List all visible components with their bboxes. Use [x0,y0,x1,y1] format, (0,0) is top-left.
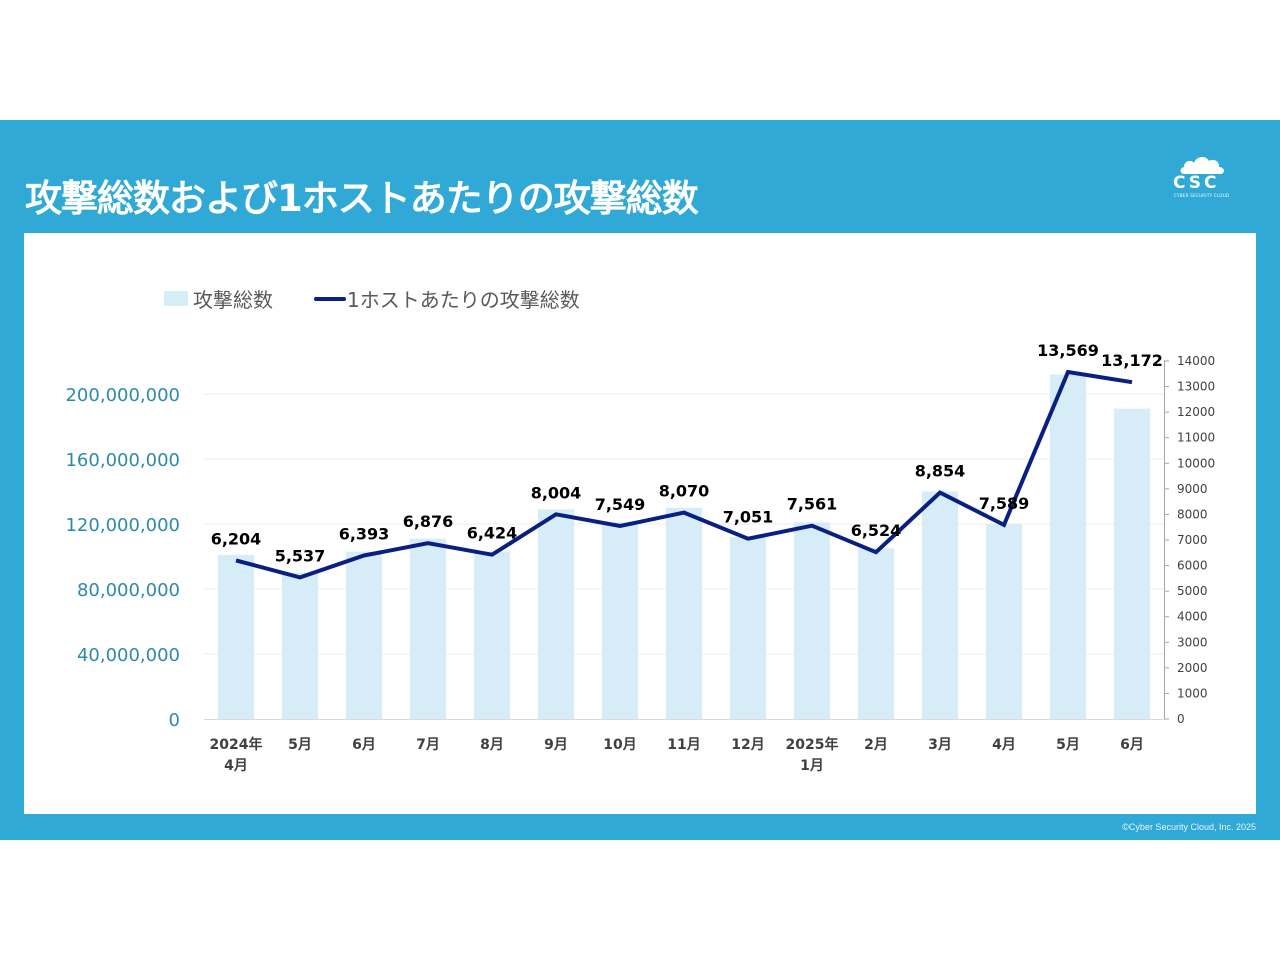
x-tick-label: 6月 [1120,737,1144,753]
bar [410,538,446,719]
x-tick-label: 4月 [224,758,248,774]
right-axis-labels: 0 1000 2000 3000 4000 5000 6000 7000 8000 9000 100… [1177,354,1215,726]
data-label: 7,561 [787,495,838,514]
copyright-text: ©Cyber Security Cloud, Inc. 2025 [1122,822,1256,832]
x-tick-label: 10月 [603,737,636,753]
left-axis-labels: 0 40,000,000 80,000,000 120,000,000 160,000,… [65,385,180,731]
right-tick-label: 14000 [1177,354,1215,368]
bar [538,509,574,719]
left-tick-label: 160,000,000 [65,450,180,471]
x-tick-label: 5月 [288,737,312,753]
x-tick-label: 2025年 [786,736,839,753]
right-tick-label: 1000 [1177,686,1208,700]
data-label: 7,589 [979,494,1030,513]
right-tick-label: 7000 [1177,533,1208,547]
left-tick-label: 0 [169,710,180,731]
x-tick-label: 2024年 [210,736,263,753]
right-tick-label: 6000 [1177,559,1208,573]
chart-legend: 攻撃総数 1ホストあたりの攻撃総数 [164,288,580,312]
legend-swatch-bar [164,291,188,306]
data-label: 8,004 [531,483,582,502]
right-tick-label: 2000 [1177,661,1208,675]
data-labels: 6,204 5,537 6,393 6,876 6,424 8,004 7,549 8,070… [211,341,1163,565]
bar [346,551,382,719]
x-tick-label: 7月 [416,737,440,753]
right-tick-label: 8000 [1177,507,1208,521]
x-tick-label: 1月 [800,758,824,774]
left-tick-label: 200,000,000 [65,385,180,406]
left-tick-label: 120,000,000 [65,515,180,536]
data-label: 8,070 [659,482,710,501]
x-tick-label: 5月 [1056,737,1080,753]
line-path [235,369,1133,580]
legend-label-bar: 攻撃総数 [193,288,273,312]
bar [474,551,510,719]
data-label: 7,051 [723,508,774,527]
bar [666,507,702,719]
data-label: 6,876 [403,512,454,531]
left-tick-label: 40,000,000 [77,645,180,666]
bar [922,491,958,719]
x-tick-label: 2月 [864,737,888,753]
bar [1114,408,1150,719]
data-label: 6,204 [211,529,262,548]
bar [986,524,1022,719]
cloud-logo-icon [1180,157,1225,174]
data-label: 8,854 [915,462,966,481]
right-tick-label: 13000 [1177,380,1215,394]
right-tick-label: 11000 [1177,431,1215,445]
bar [858,548,894,719]
right-tick-label: 5000 [1177,584,1208,598]
x-tick-label: 6月 [352,737,376,753]
x-tick-label: 3月 [928,737,952,753]
data-label: 6,393 [339,525,390,544]
data-label: 6,524 [851,521,902,540]
data-label: 6,424 [467,524,518,543]
bar [218,554,254,719]
bar [282,572,318,719]
data-label: 5,537 [275,546,326,565]
x-tick-label: 12月 [731,737,764,753]
logo-subtext: CYBER SECURITY CLOUD [1174,193,1230,198]
legend-label-line: 1ホストあたりの攻撃総数 [347,288,580,312]
x-tick-label: 4月 [992,737,1016,753]
right-tick-label: 10000 [1177,456,1215,470]
bar [1050,374,1086,719]
right-tick-label: 3000 [1177,635,1208,649]
data-label: 13,172 [1101,351,1163,370]
x-axis-labels: 2024年 4月 5月 6月 7月 8月 9月 10月 11月 12月 2025年 1月 2月 3月 4月 5… [210,736,1144,774]
axes [204,360,1169,720]
right-tick-label: 4000 [1177,610,1208,624]
slide-title: 攻撃総数および1ホストあたりの攻撃総数 [25,177,699,220]
data-label: 13,569 [1037,341,1099,360]
right-tick-label: 9000 [1177,482,1208,496]
logo-text: CSC [1173,173,1220,193]
line-series [235,369,1133,580]
x-tick-label: 8月 [480,737,504,753]
data-label: 7,549 [595,495,646,514]
bar [730,537,766,719]
bar [794,522,830,719]
bar [602,522,638,719]
x-tick-label: 11月 [667,737,700,753]
left-tick-label: 80,000,000 [77,580,180,601]
right-tick-label: 0 [1177,712,1185,726]
x-tick-label: 9月 [544,737,568,753]
bar-series [218,374,1150,719]
right-tick-label: 12000 [1177,405,1215,419]
